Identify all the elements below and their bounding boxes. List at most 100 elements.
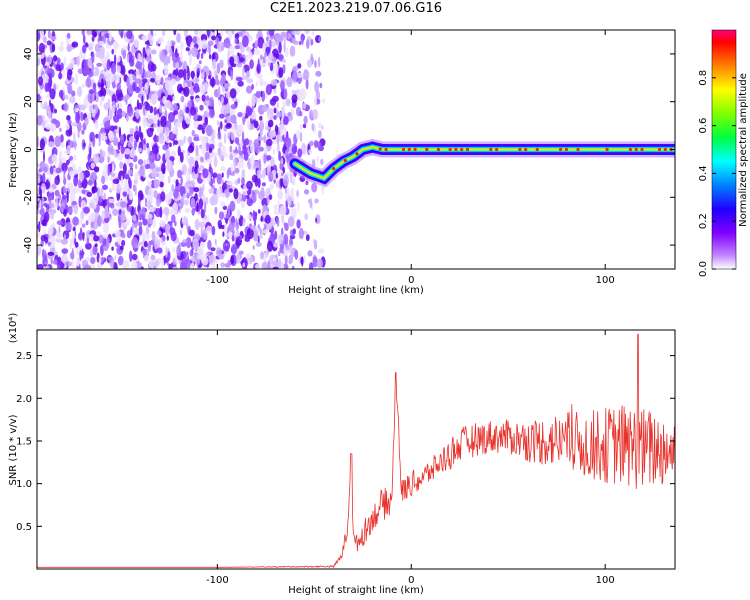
noise-blob: [111, 246, 114, 251]
noise-blob: [86, 237, 90, 245]
noise-blob: [128, 69, 135, 75]
noise-blob: [129, 127, 135, 135]
noise-blob: [134, 164, 138, 170]
noise-blob: [91, 63, 94, 74]
noise-blob: [315, 217, 318, 223]
noise-blob: [209, 78, 216, 87]
noise-blob: [267, 119, 274, 128]
noise-blob: [85, 77, 92, 88]
noise-blob: [81, 83, 87, 88]
noise-blob: [163, 99, 168, 104]
noise-blob: [253, 120, 259, 129]
noise-blob: [279, 123, 286, 134]
noise-blob: [103, 59, 107, 67]
noise-blob: [280, 31, 288, 38]
noise-blob: [87, 91, 94, 104]
noise-blob: [37, 224, 40, 229]
noise-blob: [236, 124, 244, 136]
noise-blob: [303, 115, 308, 125]
noise-blob: [309, 262, 314, 269]
noise-blob: [177, 139, 184, 147]
noise-blob: [134, 206, 137, 218]
noise-blob: [41, 219, 47, 227]
noise-blob: [221, 73, 227, 85]
noise-blob: [94, 43, 101, 53]
noise-blob: [120, 201, 127, 208]
noise-blob: [144, 82, 149, 90]
noise-blob: [218, 99, 221, 107]
noise-blob: [175, 68, 179, 76]
noise-blob: [230, 255, 235, 265]
noise-blob: [263, 167, 266, 177]
noise-blob: [303, 255, 306, 264]
noise-blob: [47, 191, 54, 201]
noise-blob: [120, 63, 124, 75]
noise-blob: [187, 145, 194, 154]
noise-blob: [273, 207, 281, 216]
noise-blob: [179, 50, 183, 63]
noise-blob: [113, 125, 118, 130]
noise-blob: [37, 162, 40, 168]
noise-blob: [312, 256, 318, 268]
noise-blob: [94, 119, 99, 129]
noise-blob: [261, 197, 269, 207]
noise-blob: [194, 160, 199, 170]
noise-blob: [157, 126, 164, 134]
noise-blob: [119, 134, 125, 145]
noise-blob: [159, 181, 164, 188]
noise-blob: [242, 35, 249, 48]
noise-blob: [145, 163, 150, 170]
noise-blob: [123, 174, 130, 180]
noise-blob: [252, 245, 255, 250]
signal-peak: [663, 147, 667, 152]
noise-blob: [86, 30, 92, 35]
noise-blob: [196, 71, 200, 79]
noise-blob: [77, 121, 82, 132]
noise-blob: [314, 81, 319, 93]
noise-blob: [242, 66, 245, 79]
noise-blob: [116, 73, 120, 85]
noise-blob: [255, 263, 261, 269]
noise-blob: [273, 115, 277, 120]
noise-blob: [93, 166, 100, 173]
noise-blob: [259, 120, 265, 132]
noise-blob: [152, 135, 160, 143]
noise-blob: [285, 47, 289, 58]
signal-peak: [378, 147, 382, 151]
noise-blob: [204, 214, 207, 220]
noise-blob: [253, 212, 258, 217]
noise-blob: [196, 246, 204, 255]
signal-peak: [628, 147, 633, 152]
noise-blob: [291, 30, 298, 35]
noise-blob: [199, 104, 204, 111]
noise-blob: [91, 36, 95, 42]
noise-blob: [110, 172, 115, 178]
x-tick-label: -100: [206, 575, 229, 586]
noise-blob: [149, 206, 156, 212]
noise-blob: [238, 250, 244, 255]
noise-blob: [164, 64, 169, 77]
noise-blob: [231, 243, 238, 255]
noise-blob: [315, 70, 322, 77]
noise-blob: [55, 238, 62, 243]
noise-blob: [98, 196, 102, 202]
noise-blob: [299, 131, 303, 143]
noise-blob: [257, 136, 264, 141]
noise-blob: [137, 52, 142, 62]
noise-blob: [92, 135, 96, 148]
noise-blob: [276, 102, 279, 109]
noise-blob: [38, 70, 42, 78]
noise-blob: [98, 131, 101, 142]
noise-blob: [218, 113, 225, 119]
noise-blob: [37, 177, 41, 184]
noise-blob: [144, 254, 149, 263]
noise-blob: [64, 79, 71, 85]
noise-blob: [64, 94, 69, 100]
signal-peak: [401, 147, 406, 152]
noise-blob: [143, 106, 146, 117]
noise-blob: [43, 166, 48, 173]
noise-blob: [148, 161, 156, 170]
noise-blob: [124, 94, 131, 100]
noise-blob: [60, 238, 68, 245]
noise-blob: [63, 233, 67, 242]
